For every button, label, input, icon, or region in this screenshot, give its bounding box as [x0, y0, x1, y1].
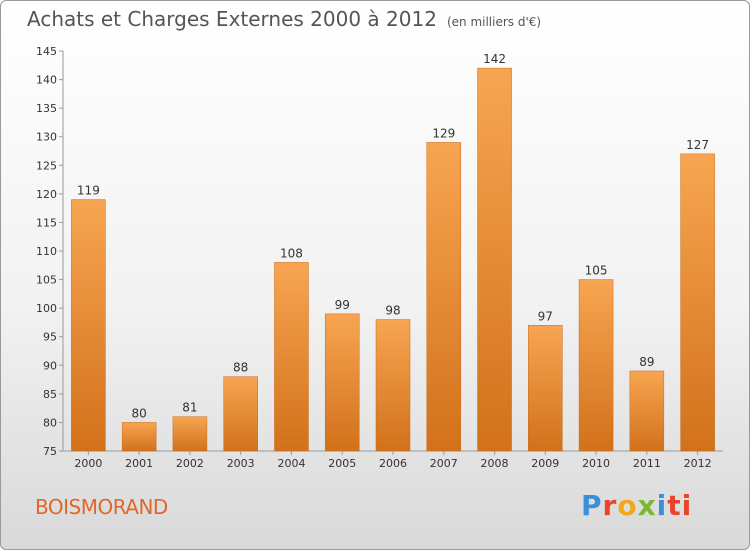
logo-letter: o	[617, 489, 638, 522]
bar	[71, 199, 106, 452]
logo-letter: ti	[667, 489, 693, 522]
bar	[426, 142, 462, 452]
x-tick-label: 2006	[379, 457, 407, 470]
bar	[274, 262, 309, 452]
logo-letter: r	[602, 489, 618, 522]
bar-value-label: 97	[538, 309, 553, 323]
x-tick-label: 2004	[277, 457, 305, 470]
logo-letter: x	[637, 489, 657, 522]
x-tick-label: 2008	[481, 457, 509, 470]
x-tick-label: 2007	[430, 457, 458, 470]
y-tick-label: 90	[43, 359, 57, 372]
bar	[375, 319, 411, 452]
x-tick-label: 2005	[328, 457, 356, 470]
axes: 75 80 85 90 95 100 105 110 115 120 125 130 135 140 145…	[36, 45, 723, 470]
logo-letter: P	[581, 489, 603, 522]
bar-value-label: 142	[483, 52, 506, 66]
bar-value-label: 119	[77, 184, 100, 198]
bar-value-label: 105	[585, 264, 608, 278]
y-tick-label: 140	[36, 74, 57, 87]
y-tick-label: 130	[36, 131, 57, 144]
bar	[528, 325, 563, 452]
data-labels: 119 80 81 88 108 99 98 129 142 97 105 89 127	[77, 52, 709, 420]
bar-value-label: 81	[182, 401, 197, 415]
y-tick-label: 100	[36, 302, 57, 315]
bar	[477, 67, 512, 452]
y-tick-label: 105	[36, 274, 57, 287]
bar-value-label: 80	[132, 406, 147, 420]
y-tick-label: 85	[43, 388, 57, 401]
y-tick-label: 120	[36, 188, 57, 201]
proxiti-logo: Proxiti	[581, 489, 692, 522]
bar	[223, 376, 258, 452]
y-tick-label: 110	[36, 245, 57, 258]
location-name: BOISMORAND	[35, 495, 168, 519]
x-tick-label: 2002	[176, 457, 204, 470]
x-tick-label: 2003	[227, 457, 255, 470]
y-tick-label: 125	[36, 159, 57, 172]
chart-title: Achats et Charges Externes 2000 à 2012 (e…	[27, 7, 541, 31]
y-tick-label: 95	[43, 331, 57, 344]
bar-value-label: 127	[686, 138, 709, 152]
bar	[324, 313, 360, 452]
bar	[629, 370, 665, 452]
bar-value-label: 99	[335, 298, 350, 312]
bar-value-label: 108	[280, 246, 303, 260]
y-tick-label: 135	[36, 102, 57, 115]
x-tick-label: 2001	[125, 457, 153, 470]
chart-title-text: Achats et Charges Externes 2000 à 2012	[27, 7, 437, 31]
y-tick-label: 75	[43, 445, 57, 458]
x-tick-label: 2010	[582, 457, 610, 470]
x-tick-label: 2009	[531, 457, 559, 470]
bar-value-label: 88	[233, 361, 248, 375]
bar	[680, 153, 715, 452]
y-tick-label: 115	[36, 216, 57, 229]
y-tick-label: 80	[43, 416, 57, 429]
bar-value-label: 98	[385, 304, 400, 318]
bar-value-label: 89	[639, 355, 654, 369]
chart-unit: (en milliers d'€)	[446, 15, 542, 29]
y-tick-label: 145	[36, 45, 57, 58]
bar	[172, 416, 208, 452]
bar-value-label: 129	[432, 126, 455, 140]
bar	[578, 279, 614, 452]
bar	[121, 422, 157, 452]
x-tick-label: 2011	[633, 457, 661, 470]
bars	[71, 67, 715, 452]
x-tick-label: 2012	[684, 457, 712, 470]
x-tick-label: 2000	[74, 457, 102, 470]
logo-letter: i	[656, 489, 668, 522]
